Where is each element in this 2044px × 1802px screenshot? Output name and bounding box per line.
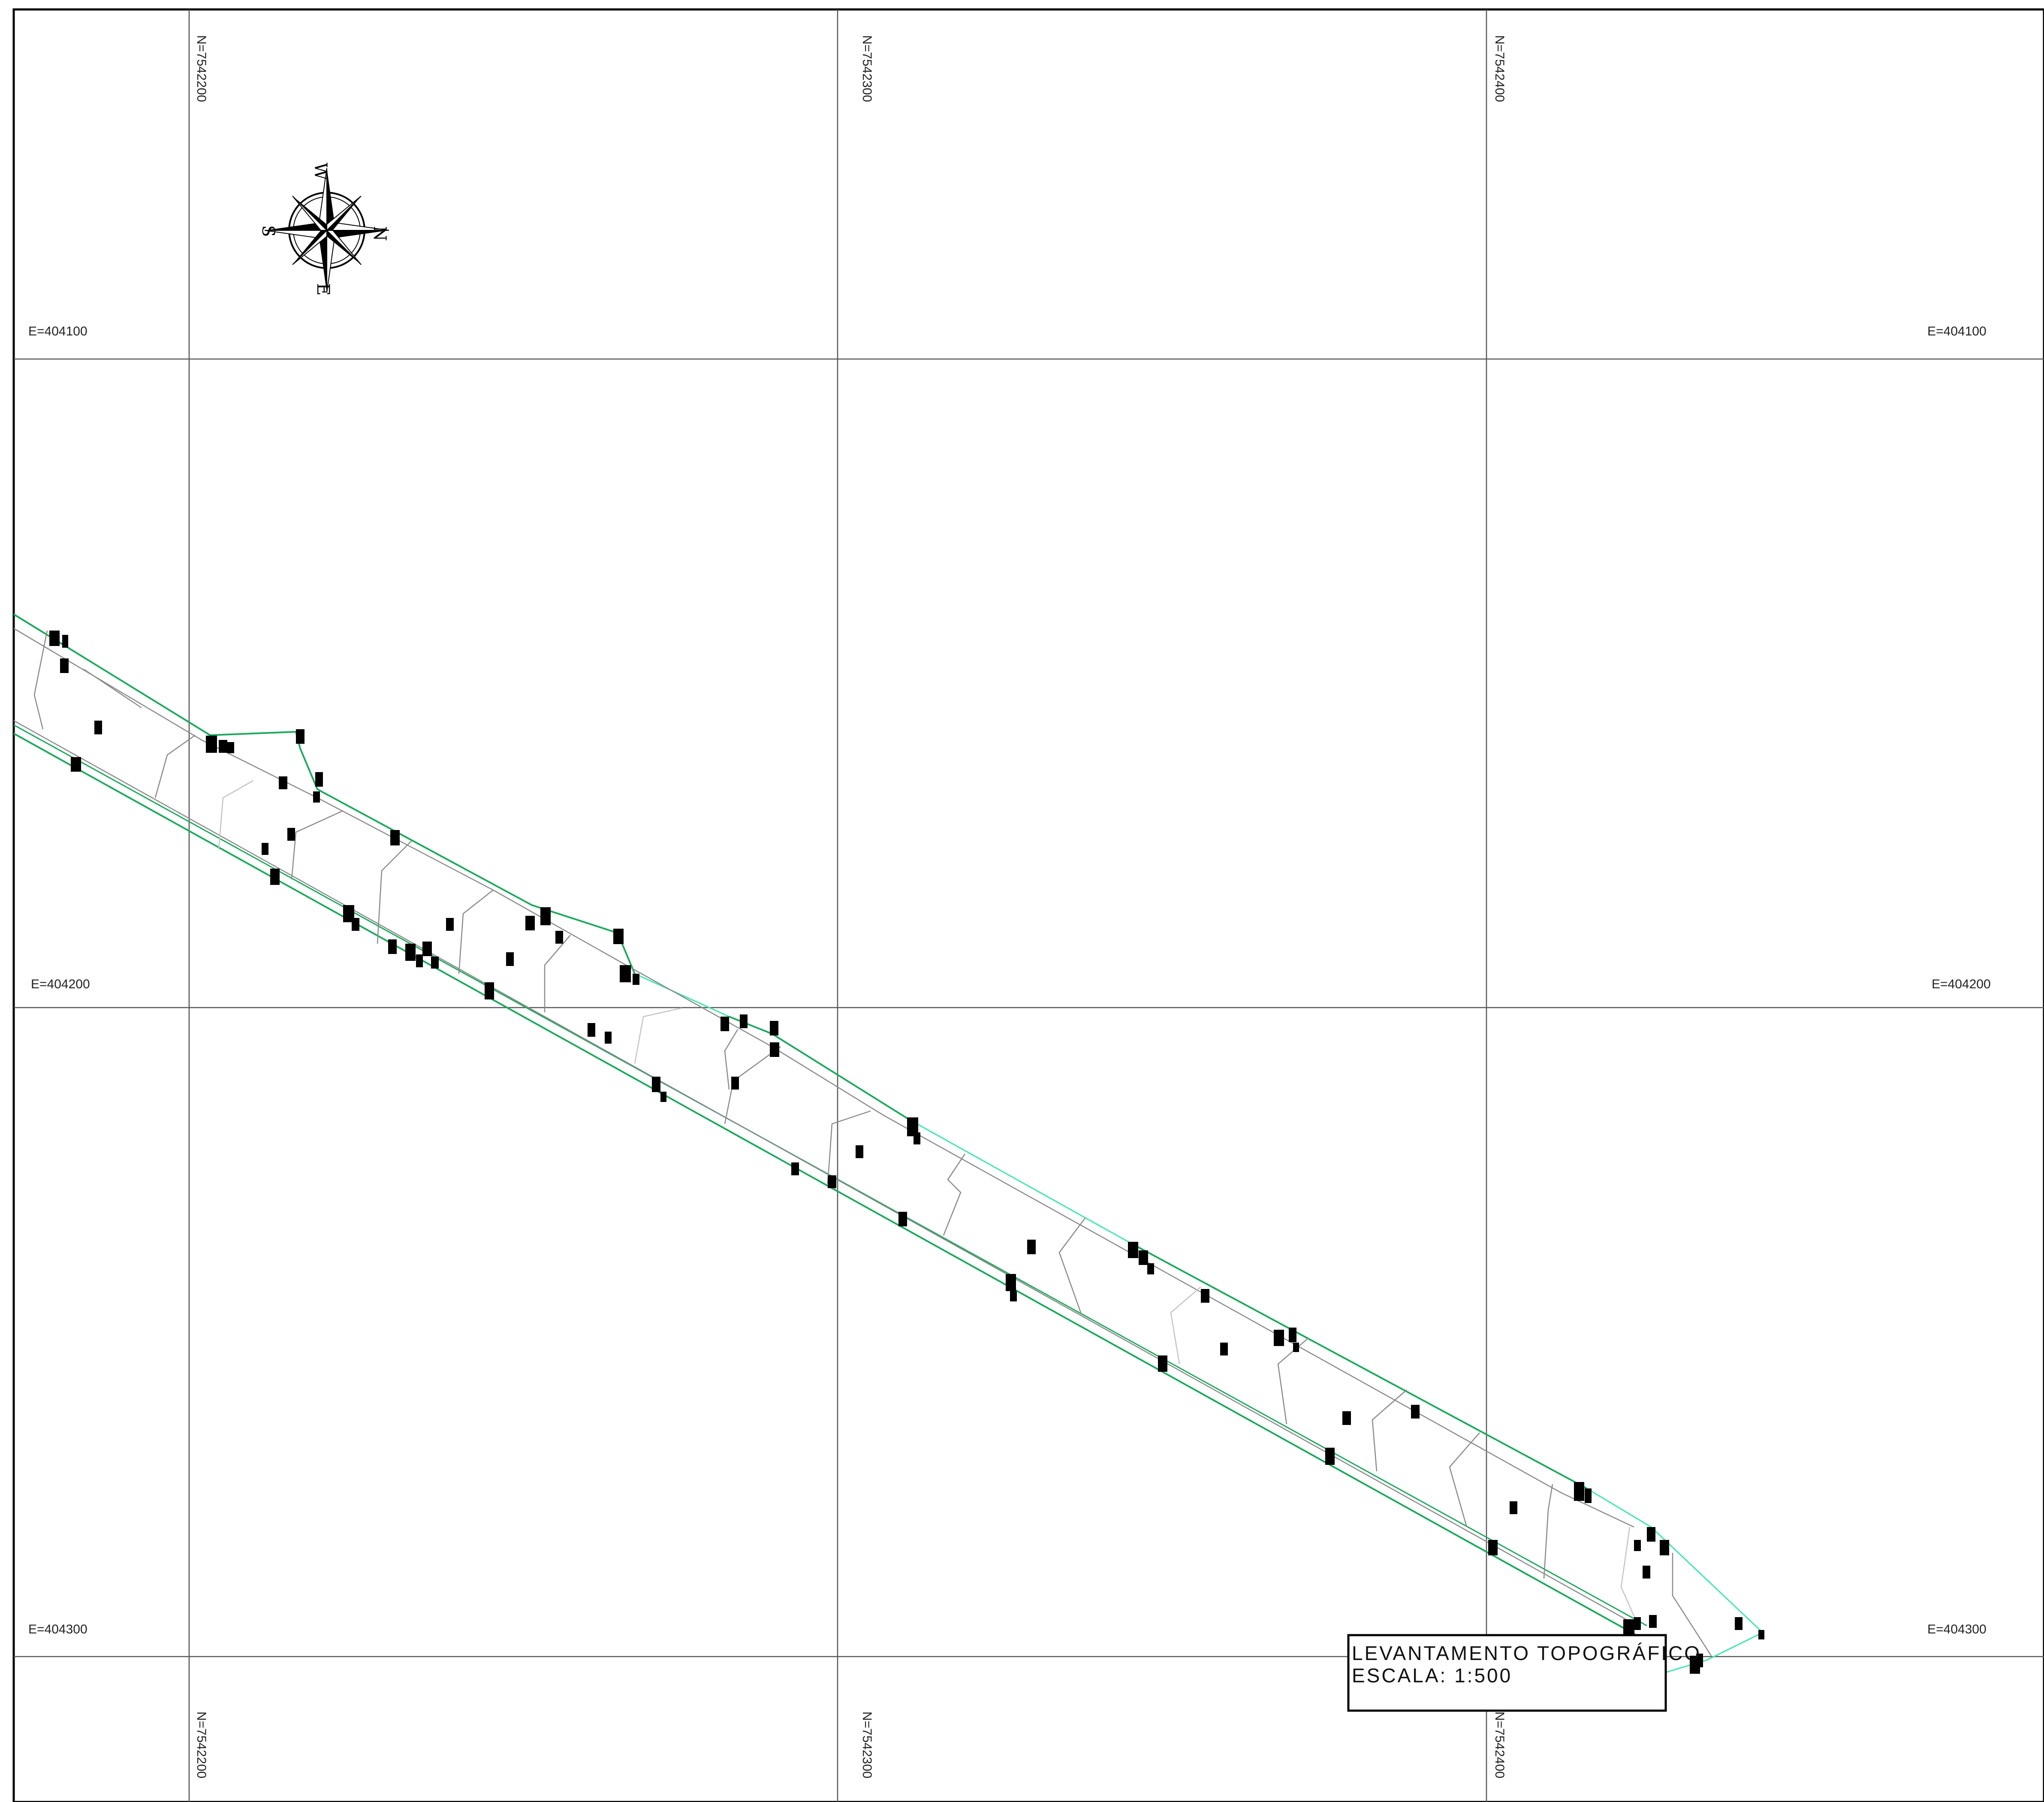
easting-label-right-3: E=404300 [1927,1622,1987,1636]
boundary-top-mid [634,973,730,1017]
title-block-frame [1347,1634,1667,1712]
title-block-title: LEVANTAMENTO TOPOGRÁFICO [1352,1642,1701,1664]
coordinate-grid [14,9,2044,1802]
easting-label-right-2: E=404200 [1932,977,1991,991]
boundary-top-mid2 [729,1016,910,1120]
boundary-top-right2 [1132,1243,1587,1489]
contour-lines [33,630,1712,1656]
compass-label-west: W [311,163,330,180]
compass-rose: N S E W [258,163,389,296]
compass-label-north: N [370,226,389,241]
compass-label-east: E [313,283,333,296]
northing-label-top-3: N=7542400 [1492,35,1507,102]
easting-label-left-3: E=404300 [28,1622,87,1636]
easting-label-left-1: E=404100 [28,324,87,338]
survey-points [49,631,1764,1674]
northing-label-top-2: N=7542300 [860,35,874,102]
compass-label-south: S [258,225,278,237]
boundary-top-left [13,613,636,974]
boundary-top-right [909,1119,1133,1245]
easting-label-left-2: E=404200 [31,977,90,991]
northing-label-top-1: N=7542200 [194,35,208,102]
survey-boundary [13,613,1764,1674]
title-block-scale: ESCALA: 1:500 [1352,1664,1512,1687]
contour-lines-light [218,780,1639,1626]
northing-label-bottom-3: N=7542400 [1492,1711,1507,1778]
northing-label-bottom-2: N=7542300 [860,1711,874,1778]
sheet-border [12,8,2044,1802]
northing-label-bottom-1: N=7542200 [194,1711,208,1778]
easting-label-right-1: E=404100 [1927,324,1987,338]
title-block: LEVANTAMENTO TOPOGRÁFICO ESCALA: 1:500 [1347,1634,1701,1712]
edge-lines [13,628,1634,1622]
